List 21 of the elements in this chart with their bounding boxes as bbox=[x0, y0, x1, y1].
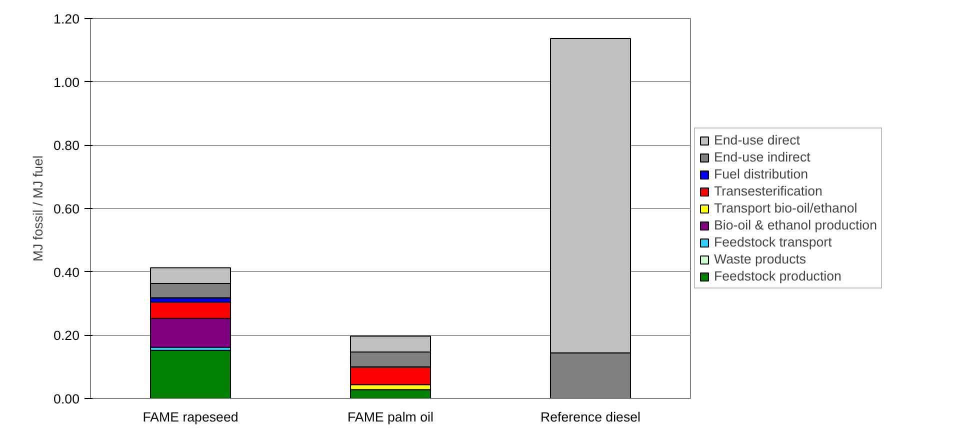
y-tick-label: 0.60 bbox=[54, 202, 80, 216]
legend-label: Transport bio-oil/ethanol bbox=[714, 200, 858, 216]
x-tick-label: FAME rapeseed bbox=[142, 410, 238, 424]
legend-label: Feedstock transport bbox=[714, 234, 832, 250]
legend-label: Feedstock production bbox=[714, 268, 842, 284]
y-tick-label: 0.00 bbox=[54, 392, 80, 406]
legend-label: Bio-oil & ethanol production bbox=[714, 218, 878, 232]
x-tick-label: FAME palm oil bbox=[348, 410, 434, 424]
y-axis-title: MJ fossil / MJ fuel bbox=[30, 156, 46, 262]
legend-label: Waste products bbox=[714, 252, 806, 266]
legend-label: End-use indirect bbox=[714, 150, 810, 164]
y-tick-label: 0.40 bbox=[54, 264, 80, 280]
y-tick-label: 1.00 bbox=[54, 74, 80, 90]
legend-label: Fuel distribution bbox=[714, 166, 808, 182]
y-tick-label: 0.80 bbox=[54, 138, 80, 154]
x-tick-label: Reference diesel bbox=[540, 410, 641, 424]
legend-label: Transesterification bbox=[714, 184, 822, 198]
y-tick-label: 0.20 bbox=[54, 328, 80, 344]
y-tick-label: 1.20 bbox=[54, 12, 80, 26]
bar bbox=[150, 350, 231, 398]
legend-label: End-use direct bbox=[714, 132, 800, 148]
